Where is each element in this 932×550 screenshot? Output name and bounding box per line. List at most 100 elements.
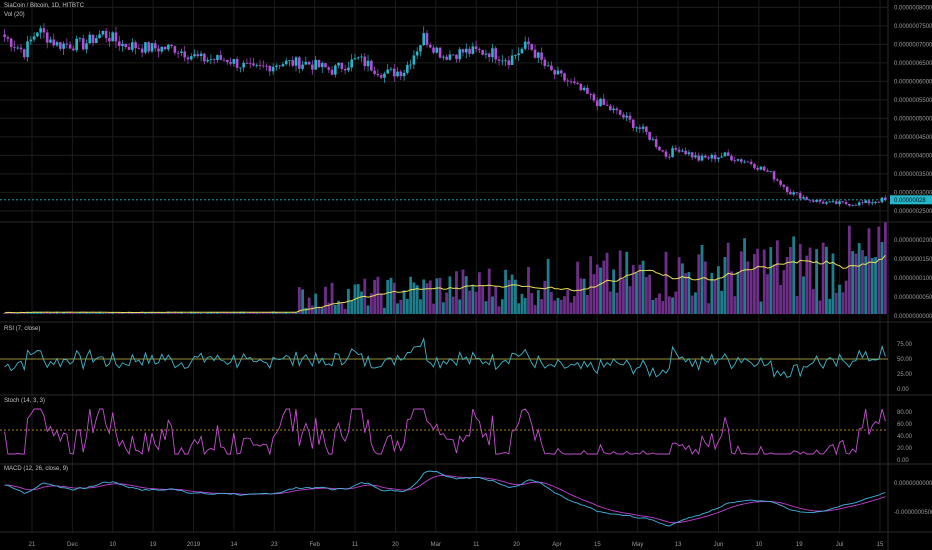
volume-bar[interactable] [592,274,596,314]
candle-body[interactable] [884,197,887,200]
volume-bar[interactable] [563,296,566,314]
candle-body[interactable] [294,57,298,66]
candle-body[interactable] [435,47,439,53]
macd-pane[interactable] [4,470,886,527]
candle-body[interactable] [664,151,668,157]
candle-body[interactable] [49,39,52,43]
candle-body[interactable] [176,52,180,54]
candle-body[interactable] [131,42,134,50]
candle-body[interactable] [694,155,697,158]
candle-body[interactable] [651,139,655,140]
candle-body[interactable] [311,64,314,70]
candle-body[interactable] [386,69,390,74]
volume-bar[interactable] [170,312,174,314]
volume-bar[interactable] [101,313,105,314]
candle-body[interactable] [78,38,82,40]
candle-body[interactable] [681,150,684,152]
stoch-legend[interactable]: Stoch (14, 3, 3) [4,398,46,404]
volume-bar[interactable] [635,272,638,314]
candle-body[interactable] [88,34,92,44]
volume-bar[interactable] [618,250,622,314]
volume-bar[interactable] [147,311,151,314]
volume-bar[interactable] [229,312,232,314]
candle-body[interactable] [579,83,583,91]
candle-body[interactable] [667,156,671,158]
volume-bar[interactable] [834,292,838,314]
candle-body[interactable] [19,47,23,50]
candle-body[interactable] [150,43,154,52]
candle-body[interactable] [762,166,766,171]
volume-bar[interactable] [821,242,825,314]
volume-bar[interactable] [9,312,13,314]
candle-body[interactable] [58,42,62,49]
candle-body[interactable] [870,202,874,204]
volume-bar[interactable] [533,305,537,314]
volume-bar[interactable] [291,312,295,314]
volume-bar[interactable] [422,279,426,314]
candle-body[interactable] [661,150,665,152]
volume-bar[interactable] [674,291,678,314]
volume-bar[interactable] [405,298,409,314]
volume-bar[interactable] [654,297,658,314]
candle-body[interactable] [464,48,468,53]
volume-bar[interactable] [173,311,177,314]
volume-bar[interactable] [844,280,848,314]
candle-body[interactable] [458,49,462,60]
candle-body[interactable] [517,53,520,56]
candle-body[interactable] [261,65,265,67]
volume-bar[interactable] [798,244,802,314]
candle-body[interactable] [209,59,213,61]
candle-body[interactable] [114,32,118,42]
candle-body[interactable] [743,161,746,163]
volume-bar[interactable] [294,311,298,314]
volume-bar[interactable] [730,271,733,314]
volume-bar[interactable] [278,312,282,314]
candle-body[interactable] [183,51,187,58]
candle-body[interactable] [216,55,219,60]
volume-bar[interactable] [785,256,789,314]
candle-body[interactable] [805,197,809,200]
volume-bar[interactable] [238,311,242,314]
candle-body[interactable] [203,53,206,62]
candle-body[interactable] [749,161,753,164]
candle-body[interactable] [422,33,426,46]
volume-bar[interactable] [320,307,324,314]
volume-bar[interactable] [58,313,62,314]
candle-body[interactable] [759,166,763,170]
candle-body[interactable] [442,56,445,58]
stoch-pane[interactable] [0,408,888,456]
candle-body[interactable] [625,115,629,118]
volume-bar[interactable] [409,276,413,314]
volume-bar[interactable] [438,277,442,314]
volume-bar[interactable] [458,299,462,314]
volume-bar[interactable] [153,312,157,314]
candle-body[interactable] [29,39,33,42]
candle-body[interactable] [546,65,550,67]
candle-body[interactable] [592,94,596,101]
volume-bar[interactable] [6,311,10,314]
candle-body[interactable] [795,192,799,194]
volume-bar[interactable] [612,269,616,314]
volume-bar[interactable] [212,311,216,314]
volume-bar[interactable] [186,313,190,314]
volume-bar[interactable] [216,311,219,314]
candle-body[interactable] [530,44,534,50]
volume-bar[interactable] [366,305,370,314]
candle-body[interactable] [157,48,160,52]
volume-bar[interactable] [356,284,360,314]
volume-bar[interactable] [412,282,416,314]
candle-body[interactable] [127,47,131,50]
candle-body[interactable] [65,43,69,45]
candle-body[interactable] [766,170,769,172]
candle-body[interactable] [225,59,229,63]
candle-body[interactable] [769,171,773,173]
candle-body[interactable] [612,108,615,111]
volume-bar[interactable] [55,311,59,314]
volume-bar[interactable] [373,279,377,314]
candle-body[interactable] [6,37,10,39]
volume-bar[interactable] [602,260,606,314]
volume-bar[interactable] [870,258,874,314]
candle-body[interactable] [474,46,478,50]
volume-bar[interactable] [324,286,327,314]
